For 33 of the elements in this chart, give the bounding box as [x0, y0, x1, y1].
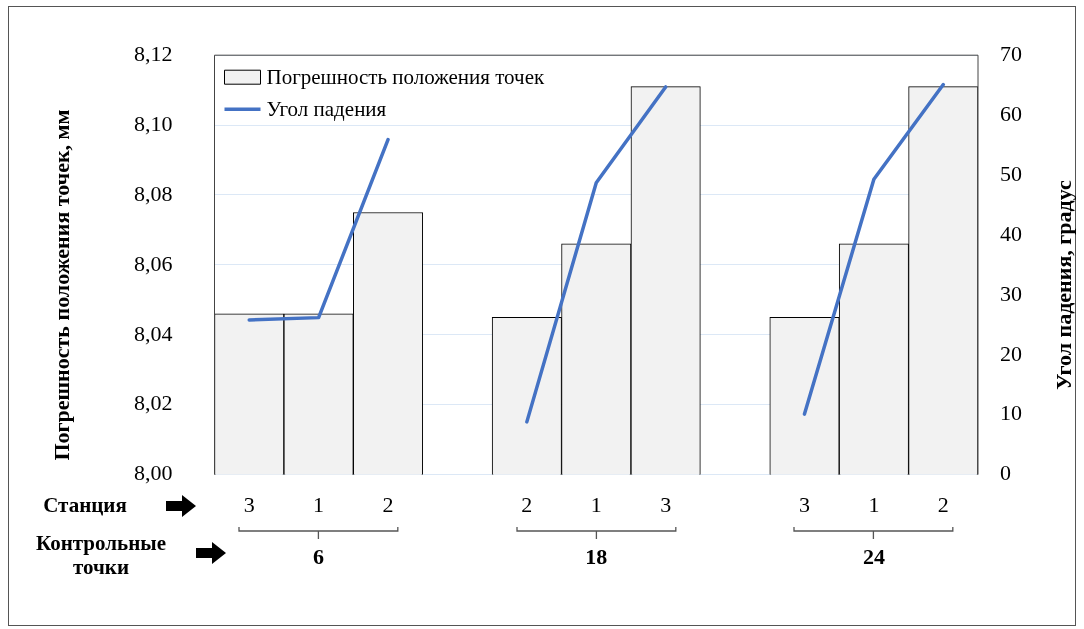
text: 24 — [862, 543, 885, 570]
text: 6 — [313, 543, 325, 570]
y2-tick-label: 20 — [1000, 340, 1022, 366]
y-tick-label: 8,02 — [134, 390, 173, 416]
x-tick-label: 2 — [382, 491, 394, 517]
y-tick-label: 8,06 — [134, 250, 173, 276]
y2-axis-title: Угол падения, градус — [1051, 180, 1077, 390]
x-tick-label: 2 — [937, 491, 949, 517]
text: 18 — [585, 543, 608, 570]
y2-tick-label: 50 — [1000, 160, 1022, 186]
y-tick-label: 8,04 — [134, 320, 173, 346]
y2-tick-label: 60 — [1000, 100, 1022, 126]
y-tick-label: 8,00 — [134, 460, 173, 486]
y2-tick-label: 30 — [1000, 280, 1022, 306]
y-tick-label: 8,10 — [134, 110, 173, 136]
legend-label: Угол падения — [266, 96, 387, 121]
y-tick-label: 8,12 — [134, 40, 173, 66]
text: Контрольные точки — [35, 530, 167, 579]
y2-tick-label: 40 — [1000, 220, 1022, 246]
x-tick-label: 3 — [660, 491, 672, 517]
x-tick-label: 3 — [798, 491, 810, 517]
x-tick-label: 2 — [521, 491, 533, 517]
y-tick-label: 8,08 — [134, 180, 173, 206]
x-tick-label: 1 — [313, 491, 325, 517]
x-tick-label: 1 — [590, 491, 602, 517]
y-axis-title: Погрешность положения точек, мм — [49, 109, 75, 461]
x-tick-label: 3 — [243, 491, 255, 517]
x-tick-label: 1 — [868, 491, 880, 517]
text: Станция — [42, 492, 128, 517]
y2-tick-label: 10 — [1000, 400, 1022, 426]
y2-tick-label: 70 — [1000, 40, 1022, 66]
y2-tick-label: 0 — [1000, 460, 1011, 486]
legend-label: Погрешность положения точек — [266, 64, 545, 89]
